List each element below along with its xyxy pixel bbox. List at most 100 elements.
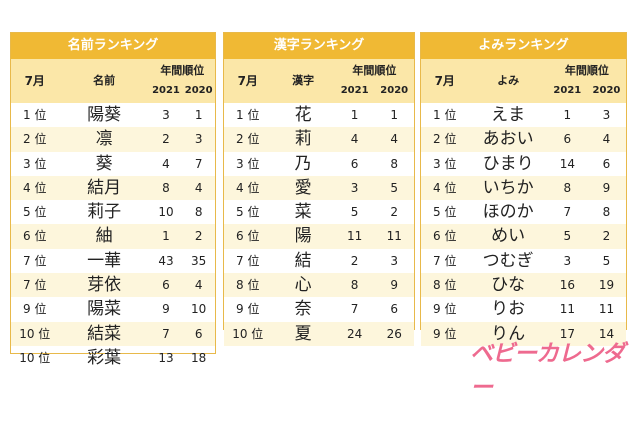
rank-2021-cell: 9 — [162, 302, 170, 317]
table-row: 3 位 乃 6 8 — [224, 152, 414, 176]
rank-2021-cell: 10 — [158, 205, 174, 220]
item-cell: 莉子 — [87, 202, 122, 223]
item-cell: 莉 — [294, 129, 312, 150]
rank-2020-cell: 11 — [598, 302, 615, 317]
header-2021: 2021 — [340, 85, 369, 96]
rank-2020-cell: 4 — [602, 132, 611, 147]
rank-2021-cell: 7 — [350, 302, 359, 317]
rank-2020-cell: 1 — [194, 108, 203, 122]
name-ranking-table: 名前ランキング 7月 名前 年間順位 2021 2020 1 位 陽葵 3 1 2 位 凛 2 3 3 位 葵… — [10, 32, 216, 368]
item-cell: 愛 — [294, 177, 312, 198]
table-row: 5 位 ほのか 7 8 — [421, 200, 626, 224]
rank-2020-cell: 4 — [390, 132, 399, 147]
rank-cell: 7 位 — [23, 253, 47, 268]
item-cell: 彩葉 — [87, 347, 122, 368]
rank-2020-cell: 6 — [390, 302, 399, 317]
item-cell: 花 — [294, 105, 312, 125]
rank-2020-cell: 6 — [194, 326, 203, 341]
item-cell: 葵 — [95, 153, 113, 174]
rank-2020-cell: 10 — [191, 302, 207, 317]
rank-2020-cell: 6 — [602, 156, 611, 171]
rank-cell: 5 位 — [236, 205, 260, 220]
rank-cell: 4 位 — [433, 180, 457, 195]
table-row: 7 位 一華 43 35 — [11, 249, 215, 273]
rank-2021-cell: 8 — [350, 278, 359, 293]
header-2020: 2020 — [184, 85, 213, 96]
table-row: 6 位 紬 1 2 — [11, 224, 215, 249]
header-month: 7月 — [434, 74, 455, 88]
rank-2020-cell: 11 — [386, 229, 402, 244]
rank-2021-cell: 24 — [346, 326, 363, 341]
header-item: よみ — [497, 74, 520, 87]
table-row: 9 位 りん 17 14 — [421, 321, 626, 346]
rank-2020-cell: 2 — [602, 229, 611, 244]
table-header: 7月 よみ 年間順位 2021 2020 — [421, 59, 626, 103]
rank-cell: 6 位 — [236, 229, 260, 244]
rank-cell: 9 位 — [23, 302, 47, 317]
item-cell: あおい — [482, 129, 534, 150]
rank-cell: 7 位 — [433, 253, 457, 268]
header-item: 漢字 — [292, 74, 315, 87]
header-annual-label: 年間順位 — [160, 64, 205, 77]
rank-2020-cell: 4 — [194, 278, 203, 293]
brand-logo: ベビーカレンダー — [470, 341, 625, 401]
rank-2020-cell: 19 — [598, 278, 615, 293]
rank-2021-cell: 1 — [162, 229, 170, 244]
table-row: 1 位 花 1 1 — [224, 103, 414, 127]
rank-cell: 9 位 — [433, 302, 457, 317]
rank-cell: 7 位 — [23, 278, 47, 293]
item-cell: 芽依 — [87, 275, 122, 296]
rank-2020-cell: 1 — [390, 108, 399, 122]
item-cell: ひな — [491, 275, 526, 296]
rank-2020-cell: 18 — [191, 350, 207, 365]
rank-cell: 10 位 — [232, 326, 264, 341]
header-annual-rank: 年間順位 2021 2020 — [335, 59, 414, 103]
header-month: 7月 — [237, 74, 258, 88]
item-cell: いちか — [482, 177, 534, 198]
rank-cell: 2 位 — [236, 132, 260, 147]
item-cell: 奈 — [294, 299, 312, 320]
header-annual-rank: 年間順位 2021 2020 — [150, 59, 215, 103]
item-cell: めい — [491, 226, 526, 247]
table-row: 3 位 ひまり 14 6 — [421, 152, 626, 176]
table-row: 6 位 めい 5 2 — [421, 224, 626, 249]
item-cell: りん — [491, 323, 526, 344]
header-annual-label: 年間順位 — [564, 64, 609, 77]
table-row: 2 位 凛 2 3 — [11, 127, 215, 152]
rank-cell: 2 位 — [23, 132, 47, 147]
header-2021: 2021 — [152, 85, 180, 96]
rank-2021-cell: 6 — [350, 156, 359, 171]
rank-2020-cell: 4 — [194, 180, 203, 195]
item-cell: 夏 — [294, 323, 312, 344]
table-title: 名前ランキング — [11, 33, 215, 59]
rank-2021-cell: 4 — [162, 156, 170, 171]
rank-cell: 6 位 — [23, 229, 47, 244]
rank-2021-cell: 3 — [350, 180, 359, 195]
rank-2021-cell: 8 — [563, 180, 572, 195]
table-row: 10 位 夏 24 26 — [224, 321, 414, 346]
table-row: 9 位 陽菜 9 10 — [11, 297, 215, 321]
table-row: 4 位 愛 3 5 — [224, 175, 414, 201]
rank-2020-cell: 26 — [386, 326, 402, 341]
header-2020: 2020 — [380, 85, 409, 96]
rank-cell: 10 位 — [19, 350, 51, 365]
table-row: 8 位 心 8 9 — [224, 273, 414, 298]
table-row: 7 位 芽依 6 4 — [11, 273, 215, 298]
item-cell: つむぎ — [482, 250, 534, 271]
rank-2020-cell: 3 — [390, 253, 399, 268]
rank-cell: 1 位 — [433, 108, 457, 122]
rank-cell: 4 位 — [23, 180, 47, 195]
rank-cell: 4 位 — [236, 180, 260, 195]
rank-2021-cell: 2 — [350, 253, 359, 268]
rank-cell: 6 位 — [433, 229, 457, 244]
rank-2020-cell: 2 — [194, 229, 203, 244]
rank-cell: 9 位 — [236, 302, 260, 317]
rank-2020-cell: 9 — [602, 180, 611, 195]
rank-cell: 2 位 — [433, 132, 457, 147]
rank-cell: 1 位 — [23, 108, 47, 122]
table-row: 3 位 葵 4 7 — [11, 152, 215, 176]
rank-2021-cell: 4 — [350, 132, 359, 147]
table-row: 7 位 結 2 3 — [224, 249, 414, 273]
table-title: よみランキング — [421, 33, 626, 59]
